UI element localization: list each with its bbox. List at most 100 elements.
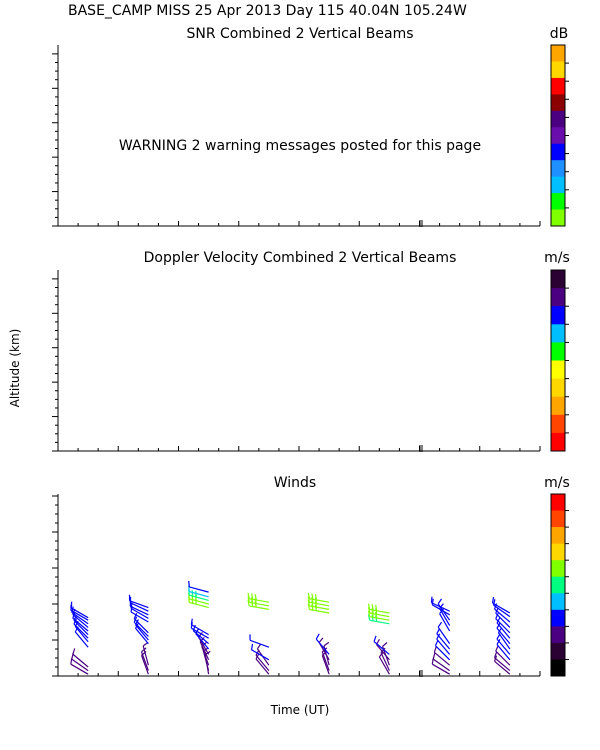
wind-barb-staff — [71, 611, 89, 625]
wind-barb-flag — [254, 593, 257, 601]
wind-barb-flag — [493, 651, 498, 658]
winds-title: Winds — [274, 475, 316, 491]
wind-barb-flag — [373, 635, 377, 642]
wind-barb-staff — [129, 602, 149, 612]
wind-barb — [133, 612, 149, 634]
wind-barb-staff — [496, 622, 511, 639]
wind-barb-flag — [70, 658, 73, 665]
wind-barb-staff — [380, 652, 390, 671]
wind-barb-staff — [315, 638, 330, 655]
wind-barb-staff — [72, 614, 89, 628]
wind-barb-flag — [191, 590, 194, 597]
wind-barb-flag — [314, 597, 318, 604]
wind-barb — [247, 596, 269, 607]
wind-barb-staff — [376, 644, 390, 661]
wind-barb-staff — [436, 638, 451, 655]
colorbar-swatch — [551, 510, 565, 528]
wind-barb-staff — [439, 613, 451, 632]
wind-barb — [496, 638, 511, 661]
wind-barb-flag — [251, 593, 254, 600]
wind-barb-flag — [311, 604, 314, 611]
wind-barb-staff — [191, 627, 209, 639]
wind-barb-flag — [70, 601, 73, 608]
wind-barb-staff — [74, 631, 89, 648]
wind-barb-staff — [74, 626, 89, 643]
wind-barb-staff — [378, 656, 390, 675]
wind-barb-flag — [380, 647, 386, 653]
wind-barb-staff — [437, 626, 451, 644]
colorbar-swatch — [551, 288, 565, 307]
wind-barb-staff — [199, 641, 210, 661]
wind-barb-staff — [73, 623, 89, 639]
wind-barb — [190, 618, 209, 636]
wind-barb-staff — [432, 604, 450, 616]
wind-barb-staff — [255, 658, 270, 675]
wind-barb-flag — [311, 600, 314, 607]
wind-barb — [367, 607, 390, 618]
wind-barb-staff — [71, 658, 89, 672]
wind-barb-flag — [496, 638, 501, 645]
colorbar-swatch — [551, 94, 565, 112]
snr-title: SNR Combined 2 Vertical Beams — [186, 26, 413, 42]
wind-barb-staff — [495, 650, 511, 666]
wind-barb-staff — [249, 639, 270, 648]
colorbar-swatch — [551, 396, 565, 416]
colorbar-swatch — [551, 360, 565, 380]
wind-barb — [367, 610, 390, 621]
wind-barb-flag — [431, 658, 434, 665]
wind-barb — [432, 653, 450, 672]
wind-barb-flag — [432, 653, 436, 660]
wind-barb-staff — [135, 624, 149, 641]
wind-barb-flag — [367, 607, 371, 614]
wind-barb-staff — [255, 654, 270, 671]
wind-barb — [315, 633, 330, 655]
colorbar-swatch — [551, 543, 565, 561]
wind-barb — [250, 643, 270, 661]
wind-barb-flag — [190, 618, 193, 625]
wind-barb-flag — [251, 600, 254, 607]
wind-barb-staff — [495, 618, 511, 634]
wind-barb-flag — [371, 607, 374, 614]
colorbar-swatch — [551, 642, 565, 660]
wind-barb-staff — [140, 651, 149, 671]
wind-barb-flag — [307, 603, 311, 610]
wind-barb-flag — [315, 633, 320, 640]
wind-barb-staff — [191, 624, 209, 636]
wind-barb-staff — [496, 644, 511, 661]
wind-barb-flag — [318, 637, 324, 643]
wind-barb-staff — [433, 651, 451, 666]
wind-barb — [367, 603, 390, 614]
wind-barb-staff — [189, 586, 209, 593]
wind-barb — [367, 614, 390, 625]
wind-barb-flag — [247, 599, 250, 607]
wind-barb-staff — [439, 607, 451, 626]
wind-barb — [129, 596, 149, 612]
wind-barb-flag — [496, 622, 501, 629]
wind-barb — [247, 592, 269, 603]
colorbar-swatch — [551, 527, 565, 545]
wind-barb-staff — [497, 632, 511, 650]
colorbar-swatch — [551, 160, 565, 178]
wind-barb-staff — [435, 645, 451, 661]
wind-barb-staff — [432, 663, 450, 675]
wind-barb — [496, 622, 511, 644]
wind-barb — [188, 580, 209, 593]
wind-barb-staff — [431, 602, 450, 612]
wind-barb-staff — [142, 645, 149, 666]
wind-barbs — [70, 580, 511, 675]
wind-barb-flag — [307, 599, 311, 607]
wind-barb-staff — [321, 655, 330, 675]
doppler-colorbar — [550, 269, 569, 452]
figure-header: BASE_CAMP MISS 25 Apr 2013 Day 115 40.04… — [68, 3, 467, 19]
wind-barb-staff — [70, 609, 89, 621]
wind-barb — [378, 651, 390, 675]
wind-barb — [307, 599, 330, 610]
wind-barb — [493, 651, 511, 672]
wind-barb-flag — [367, 603, 371, 610]
wind-barb-staff — [73, 620, 89, 636]
wind-barb-flag — [323, 641, 330, 647]
colorbar-swatch — [551, 494, 565, 512]
winds-panel: Winds m/s Time (UT) — [52, 475, 570, 717]
wind-barb-flag — [314, 593, 318, 601]
